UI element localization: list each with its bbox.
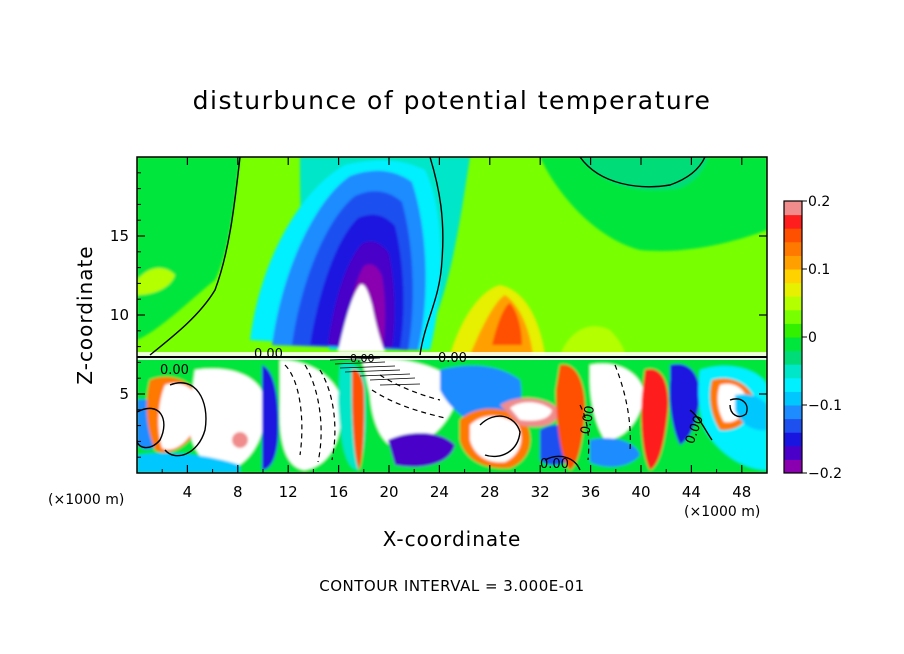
lower-turbulent-layer — [137, 358, 767, 473]
contour-lines — [137, 157, 748, 471]
colorbar-swatch — [784, 228, 802, 243]
y-axis-label: Z-coordinate — [73, 245, 97, 384]
contour-lower-2 — [164, 382, 207, 457]
dashed-2 — [304, 364, 322, 463]
y-tick-label: 5 — [119, 385, 129, 403]
colorbar-swatch — [784, 323, 802, 338]
dashed-5 — [371, 389, 446, 419]
y-axis: 5 10 15 — [110, 172, 767, 458]
colorbar-swatch — [784, 377, 802, 392]
colorbar-swatch — [784, 405, 802, 420]
contour-lower-5 — [689, 409, 713, 441]
contour-lower-1 — [137, 407, 165, 449]
y-tick-label: 10 — [110, 306, 129, 324]
dashed-3 — [319, 369, 336, 461]
colorbar-swatch — [784, 201, 802, 216]
field-region-north-green — [540, 157, 767, 251]
colorbar-swatch — [784, 350, 802, 365]
plot-area — [136, 156, 768, 474]
x-tick-label: 36 — [581, 483, 600, 501]
field-region-west-green — [137, 157, 240, 340]
contour-dashed — [284, 364, 631, 463]
x-axis: 4 8 12 16 20 24 28 32 36 40 44 48 — [161, 157, 751, 501]
contour-label: 0.00 — [540, 457, 569, 472]
colorbar-swatch — [784, 282, 802, 297]
colorbar-swatch — [784, 364, 802, 379]
contour-label: 0.00 — [578, 405, 598, 436]
dashed-1 — [284, 364, 303, 456]
contour-label: 0.00 — [160, 363, 189, 378]
colorbar: −0.2 −0.1 0 0.1 0.2 — [783, 194, 842, 482]
colorbar-swatch — [784, 337, 802, 352]
field-region-north-teal — [580, 157, 708, 191]
contour-label: 0.00 — [254, 347, 283, 362]
contour-lower-6 — [729, 398, 748, 418]
contour-label-group: 0.00 0.00 0.00 0.00 0.00 0.00 0.00 — [160, 347, 707, 472]
x-tick-label: 28 — [480, 483, 499, 501]
y-tick-label: 15 — [110, 227, 129, 245]
warm-region-light — [560, 326, 625, 355]
colorbar-swatch — [784, 255, 802, 270]
dashed-6 — [579, 404, 590, 461]
x-axis-label: X-coordinate — [383, 527, 522, 551]
colorbar-swatch — [784, 214, 802, 229]
colorbar-swatch — [784, 269, 802, 284]
contour-zero-north — [579, 157, 706, 188]
x-tick-label: 16 — [329, 483, 348, 501]
x-tick-label: 8 — [233, 483, 243, 501]
contour-zero-west — [149, 157, 241, 356]
chart-title: disturbunce of potential temperature — [192, 86, 712, 115]
colorbar-tick-label: −0.1 — [808, 398, 842, 414]
x-tick-label: 12 — [279, 483, 298, 501]
colorbar-swatch — [784, 309, 802, 324]
contour-interval-note: CONTOUR INTERVAL = 3.000E-01 — [319, 577, 585, 595]
colorbar-tick-label: 0 — [808, 330, 817, 346]
x-unit-label-left: (×1000 m) — [48, 492, 124, 508]
field-region-west-light — [137, 268, 175, 295]
x-tick-label: 40 — [631, 483, 650, 501]
colorbar-swatch — [784, 241, 802, 256]
colorbar-swatch — [784, 418, 802, 433]
contour-zero-east — [419, 157, 444, 356]
x-tick-label: 24 — [430, 483, 449, 501]
contour-cluster — [329, 357, 421, 386]
colorbar-swatch — [784, 432, 802, 447]
colorbar-swatch — [784, 391, 802, 406]
contour-label: 0.00 — [350, 352, 375, 365]
plume-overflow-white — [338, 284, 385, 352]
contour-lower-3 — [479, 415, 521, 458]
x-tick-label: 20 — [379, 483, 398, 501]
x-unit-label-right: (×1000 m) — [684, 504, 760, 520]
colorbar-swatch — [784, 459, 802, 474]
contour-lower-4 — [544, 455, 581, 471]
colorbar-swatch — [784, 296, 802, 311]
x-tick-label: 48 — [732, 483, 751, 501]
colorbar-tick-label: 0.2 — [808, 194, 830, 210]
inversion-contour — [137, 356, 767, 358]
colorbar-swatch — [784, 445, 802, 460]
colorbar-tick-label: −0.2 — [808, 466, 842, 482]
dashed-4 — [379, 374, 441, 401]
x-tick-label: 32 — [531, 483, 550, 501]
contour-label: 0.00 — [438, 351, 467, 366]
colorbar-tick-label: 0.1 — [808, 262, 830, 278]
x-tick-label: 44 — [682, 483, 701, 501]
warm-region-red — [492, 303, 522, 345]
x-tick-label: 4 — [183, 483, 193, 501]
